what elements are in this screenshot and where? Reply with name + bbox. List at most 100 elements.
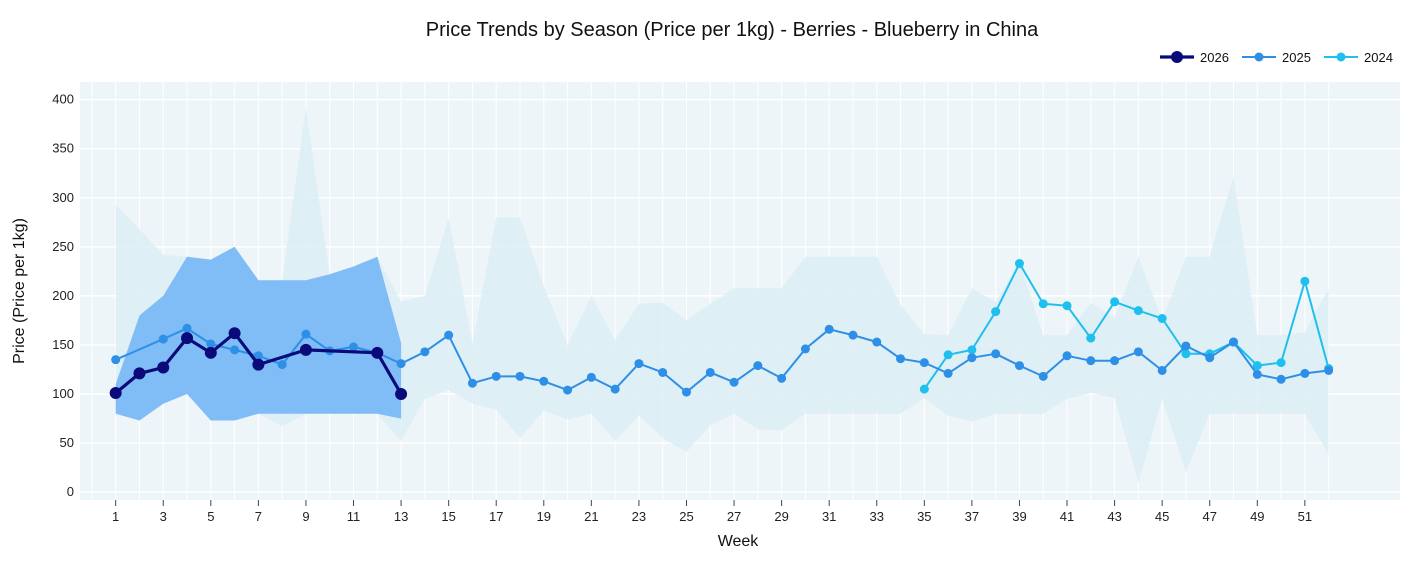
legend: 2026 2025 2024 xyxy=(1160,50,1393,65)
legend-label: 2026 xyxy=(1200,50,1229,65)
x-tick-label: 1 xyxy=(112,509,119,524)
x-tick-label: 27 xyxy=(727,509,741,524)
x-tick-label: 35 xyxy=(917,509,931,524)
series-lines xyxy=(109,259,1334,401)
x-tick-label: 5 xyxy=(207,509,214,524)
series-2024-point xyxy=(943,350,953,360)
series-2024-point xyxy=(1038,299,1048,309)
series-2026-point xyxy=(157,361,170,374)
legend-swatch-marker xyxy=(1171,51,1183,63)
series-2025-point xyxy=(705,367,715,377)
series-2025-point xyxy=(1038,371,1048,381)
series-2025-point xyxy=(1324,365,1334,375)
legend-item-2025: 2025 xyxy=(1242,50,1311,65)
series-2025-point xyxy=(1252,369,1262,379)
y-tick-label: 250 xyxy=(52,239,74,254)
x-tick-label: 15 xyxy=(441,509,455,524)
series-2025-point xyxy=(1300,368,1310,378)
x-tick-label: 21 xyxy=(584,509,598,524)
series-2025-point xyxy=(158,334,168,344)
series-2024-point xyxy=(1252,361,1262,371)
series-2025-point xyxy=(777,373,787,383)
y-tick-label: 350 xyxy=(52,141,74,156)
y-tick-label: 0 xyxy=(67,484,74,499)
series-2024 xyxy=(919,259,1334,394)
series-2025-point xyxy=(1181,341,1191,351)
series-2025-point xyxy=(1157,365,1167,375)
series-2024-point xyxy=(1062,301,1072,311)
x-tick-label: 17 xyxy=(489,509,503,524)
series-2025-point xyxy=(1086,356,1096,366)
x-tick-label: 37 xyxy=(965,509,979,524)
series-2026-point xyxy=(109,387,122,400)
series-2026-point xyxy=(228,327,241,340)
series-2024-point xyxy=(1181,349,1191,359)
series-2025-point xyxy=(1110,356,1120,366)
series-2026-line xyxy=(114,331,403,395)
series-2024-point xyxy=(1157,313,1167,323)
series-2025-point xyxy=(349,342,359,352)
x-tick-label: 11 xyxy=(347,509,361,524)
series-2026-point xyxy=(181,332,194,345)
series-2025-point xyxy=(1205,353,1215,363)
x-tick-label: 19 xyxy=(537,509,551,524)
x-tick-label: 31 xyxy=(822,509,836,524)
series-2025-point xyxy=(253,351,263,361)
series-2025-point xyxy=(586,372,596,382)
series-2026 xyxy=(109,327,408,401)
series-2025-point xyxy=(729,377,739,387)
series-2025-point xyxy=(967,353,977,363)
series-2025-point xyxy=(491,371,501,381)
series-2025-point xyxy=(420,347,430,357)
x-tick-label: 25 xyxy=(679,509,693,524)
series-2024-point xyxy=(1014,259,1024,269)
x-tick-label: 3 xyxy=(160,509,167,524)
range-bands xyxy=(115,107,1329,484)
series-2024-point xyxy=(991,307,1001,317)
series-2026-point xyxy=(252,358,265,371)
series-2024-point xyxy=(967,345,977,355)
legend-label: 2024 xyxy=(1364,50,1393,65)
series-2025-point xyxy=(444,330,454,340)
historical-range-band xyxy=(115,107,1329,484)
series-2024-point xyxy=(1276,358,1286,368)
series-2026-point xyxy=(395,388,408,401)
x-tick-label: 47 xyxy=(1202,509,1216,524)
x-axis-title: Week xyxy=(718,533,760,550)
series-2026-point xyxy=(204,346,217,359)
series-2025-point xyxy=(634,359,644,369)
y-tick-label: 50 xyxy=(60,435,74,450)
series-2025-point xyxy=(919,358,929,368)
series-2025-point xyxy=(182,323,192,333)
legend-item-2024: 2024 xyxy=(1324,50,1393,65)
y-tick-label: 150 xyxy=(52,337,74,352)
series-2025-point xyxy=(467,378,477,388)
season-2026-range-band xyxy=(115,246,402,421)
y-axis-title: Price (Price per 1kg) xyxy=(11,218,28,364)
x-tick-label: 39 xyxy=(1012,509,1026,524)
y-tick-label: 400 xyxy=(52,92,74,107)
series-2025 xyxy=(111,323,1334,397)
series-2025-point xyxy=(943,368,953,378)
series-2025-point xyxy=(563,385,573,395)
series-2025-point xyxy=(515,371,525,381)
series-2024-point xyxy=(1086,333,1096,343)
series-2026-point xyxy=(299,343,312,356)
legend-swatch-marker xyxy=(1336,52,1346,62)
x-tick-label: 41 xyxy=(1060,509,1074,524)
series-2025-point xyxy=(848,330,858,340)
series-2025-point xyxy=(872,337,882,347)
x-tick-label: 49 xyxy=(1250,509,1264,524)
x-tick-label: 7 xyxy=(255,509,262,524)
series-2025-point xyxy=(800,344,810,354)
series-2024-point xyxy=(1133,306,1143,316)
x-tick-label: 45 xyxy=(1155,509,1169,524)
x-tick-label: 51 xyxy=(1298,509,1312,524)
y-tick-label: 200 xyxy=(52,288,74,303)
chart-title: Price Trends by Season (Price per 1kg) -… xyxy=(426,19,1039,41)
series-2024-point xyxy=(919,384,929,394)
y-tick-label: 300 xyxy=(52,190,74,205)
series-2025-point xyxy=(111,355,121,365)
series-2025-point xyxy=(824,324,834,334)
